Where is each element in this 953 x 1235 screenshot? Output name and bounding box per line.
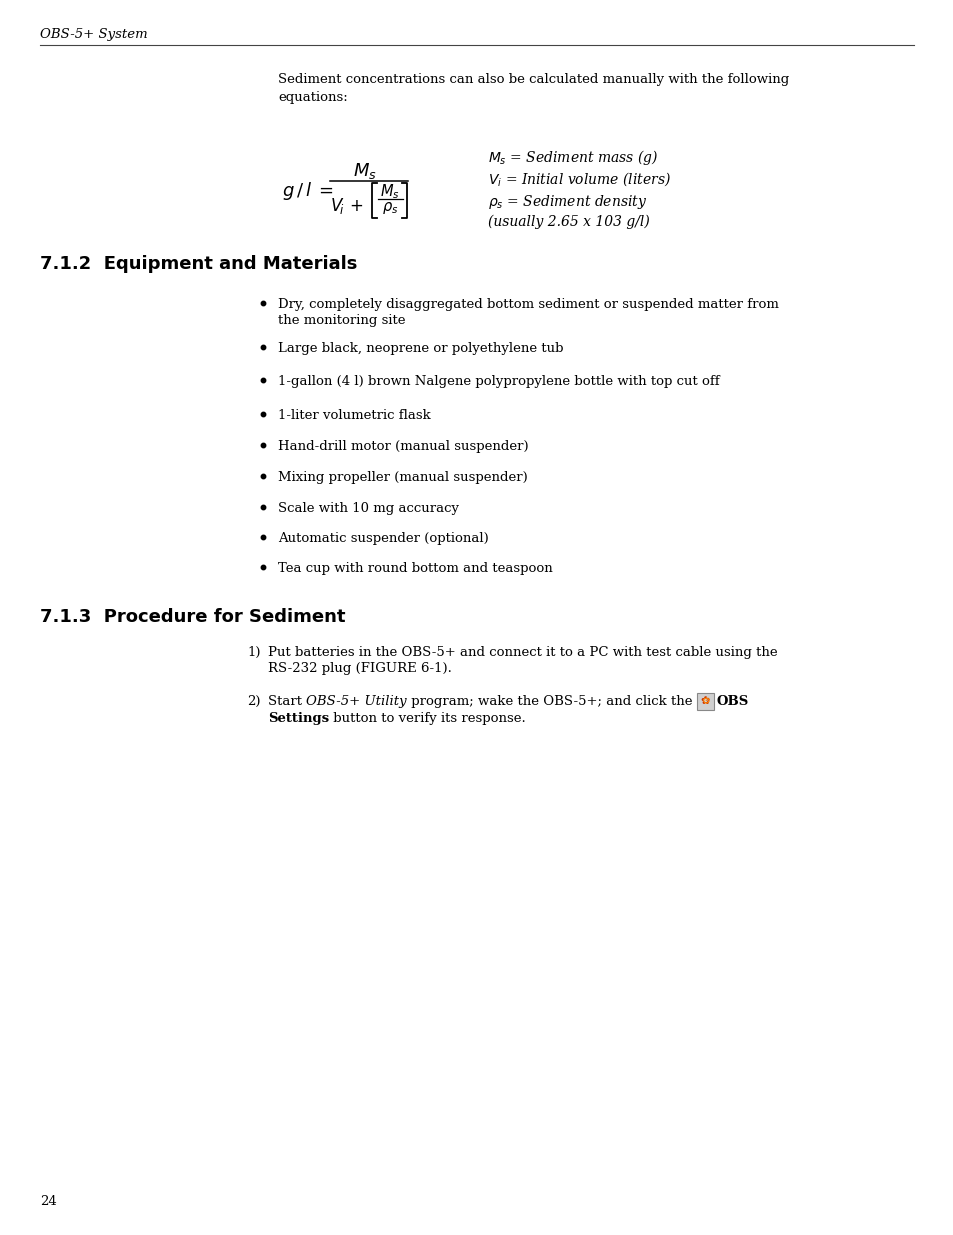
Text: Hand-drill motor (manual suspender): Hand-drill motor (manual suspender) [277,440,528,453]
Text: OBS: OBS [716,695,748,708]
Text: Large black, neoprene or polyethylene tub: Large black, neoprene or polyethylene tu… [277,342,563,354]
Text: $\mathit{\rho}_{\mathit{s}}$: $\mathit{\rho}_{\mathit{s}}$ [381,200,397,216]
Text: Scale with 10 mg accuracy: Scale with 10 mg accuracy [277,501,458,515]
Text: $\mathit{M}_{\mathit{s}}$ = Sediment mass (g): $\mathit{M}_{\mathit{s}}$ = Sediment mas… [488,148,658,167]
Text: Sediment concentrations can also be calculated manually with the following: Sediment concentrations can also be calc… [277,73,788,86]
Text: OBS-5+ System: OBS-5+ System [40,28,148,41]
Text: Put batteries in the OBS-5+ and connect it to a PC with test cable using the: Put batteries in the OBS-5+ and connect … [268,646,777,659]
Text: Dry, completely disaggregated bottom sediment or suspended matter from: Dry, completely disaggregated bottom sed… [277,298,778,311]
Bar [696,693,713,710]
Text: equations:: equations: [277,91,348,104]
Text: $\mathit{M}_{\mathit{s}}$: $\mathit{M}_{\mathit{s}}$ [353,161,376,182]
Text: ✿: ✿ [700,697,709,706]
Text: $\mathit{V}_{\mathit{i}}$ = Initial volume (liters): $\mathit{V}_{\mathit{i}}$ = Initial volu… [488,170,670,188]
Text: Tea cup with round bottom and teaspoon: Tea cup with round bottom and teaspoon [277,562,552,576]
Text: 1-liter volumetric flask: 1-liter volumetric flask [277,409,431,422]
Text: $\mathit{g}\,/\,\mathit{l}\;=$: $\mathit{g}\,/\,\mathit{l}\;=$ [282,180,334,203]
Text: $\mathit{\rho}_{\mathit{s}}$ = Sediment density: $\mathit{\rho}_{\mathit{s}}$ = Sediment … [488,193,646,211]
Text: 7.1.2  Equipment and Materials: 7.1.2 Equipment and Materials [40,254,357,273]
Text: program; wake the OBS-5+; and click the: program; wake the OBS-5+; and click the [406,695,696,708]
Text: button to verify its response.: button to verify its response. [329,713,525,725]
Text: 7.1.3  Procedure for Sediment: 7.1.3 Procedure for Sediment [40,608,345,626]
Text: 1-gallon (4 l) brown Nalgene polypropylene bottle with top cut off: 1-gallon (4 l) brown Nalgene polypropyle… [277,375,719,388]
Text: Automatic suspender (optional): Automatic suspender (optional) [277,532,488,545]
Text: OBS-5+ Utility: OBS-5+ Utility [306,695,406,708]
Text: ⚙: ⚙ [700,697,709,706]
Text: $\mathit{V}_{\!\mathit{i}}\,+$: $\mathit{V}_{\!\mathit{i}}\,+$ [330,196,363,216]
Text: Start: Start [268,695,306,708]
Text: the monitoring site: the monitoring site [277,314,405,327]
Text: 1): 1) [247,646,261,659]
Text: 2): 2) [247,695,261,708]
Text: Settings: Settings [268,713,329,725]
Text: RS-232 plug (FIGURE 6-1).: RS-232 plug (FIGURE 6-1). [268,662,452,676]
Text: (usually 2.65 x 103 g/l): (usually 2.65 x 103 g/l) [488,215,649,230]
Text: 24: 24 [40,1195,56,1208]
Text: Mixing propeller (manual suspender): Mixing propeller (manual suspender) [277,471,527,484]
Text: $\mathit{M}_{\mathit{s}}$: $\mathit{M}_{\mathit{s}}$ [379,183,399,201]
